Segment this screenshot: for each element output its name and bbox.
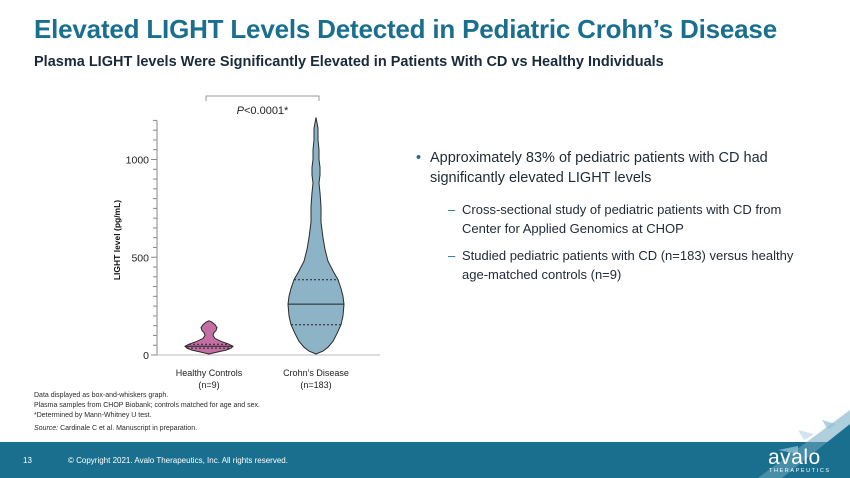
sub-bullet-text: Cross-sectional study of pediatric patie…	[462, 202, 782, 236]
sub-bullet-2: – Studied pediatric patients with CD (n=…	[416, 246, 816, 284]
x-n-label: (n=9)	[198, 380, 219, 390]
dash-icon: –	[448, 202, 456, 217]
logo-wordmark: avalo	[768, 446, 821, 469]
note-line: Plasma samples from CHOP Biobank; contro…	[34, 402, 260, 409]
significance-bracket	[205, 95, 320, 101]
copyright-text: © Copyright 2021. Avalo Therapeutics, In…	[68, 456, 288, 465]
p-value-label: P<0.0001*	[237, 105, 289, 117]
y-tick-label: 0	[143, 350, 149, 362]
sub-bullet-1: – Cross-sectional study of pediatric pat…	[416, 200, 816, 238]
note-line: Data displayed as box-and-whiskers graph…	[34, 392, 169, 399]
page-number: 13	[23, 456, 32, 465]
slide-title: Elevated LIGHT Levels Detected in Pediat…	[34, 14, 777, 44]
footer-bar: 13 © Copyright 2021. Avalo Therapeutics,…	[0, 442, 850, 478]
y-tick-label: 500	[131, 252, 149, 264]
y-tick-label: 1000	[126, 155, 150, 167]
chart-notes: Data displayed as box-and-whiskers graph…	[34, 391, 260, 421]
dash-icon: –	[448, 248, 456, 263]
source-label: Source:	[34, 425, 59, 432]
violin-shape	[184, 320, 234, 355]
source-text: Cardinale C et al. Manuscript in prepara…	[58, 425, 198, 432]
bullet-list: Approximately 83% of pediatric patients …	[416, 148, 816, 292]
bullet-main: Approximately 83% of pediatric patients …	[416, 148, 816, 188]
y-axis-title: LIGHT level (pg/mL)	[112, 200, 122, 280]
slide-subtitle: Plasma LIGHT levels Were Significantly E…	[34, 54, 664, 70]
source-note: Source: Cardinale C et al. Manuscript in…	[34, 425, 197, 432]
x-n-label: (n=183)	[300, 380, 331, 390]
note-line: *Determined by Mann-Whitney U test.	[34, 412, 152, 419]
violin-shape	[287, 117, 345, 355]
logo-subtext: THERAPEUTICS	[769, 468, 831, 474]
logo-mark	[758, 410, 850, 478]
x-category-label: Healthy Controls	[176, 368, 243, 378]
sub-bullet-text: Studied pediatric patients with CD (n=18…	[462, 248, 794, 282]
x-category-label: Crohn’s Disease	[283, 368, 349, 378]
